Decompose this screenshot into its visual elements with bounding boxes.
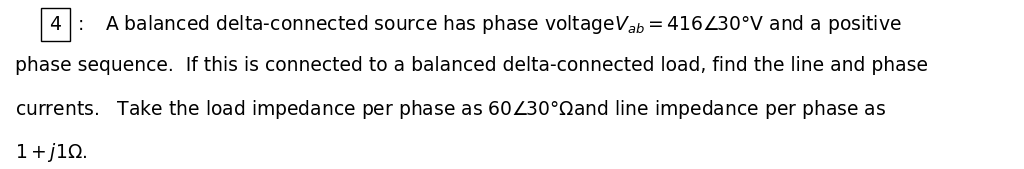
Text: :: : (78, 15, 84, 34)
Bar (41, 8, 70, 41)
Text: $1 + j1\Omega$.: $1 + j1\Omega$. (15, 141, 88, 164)
Text: currents.   Take the load impedance per phase as $60\angle\!30°\Omega$and line i: currents. Take the load impedance per ph… (15, 98, 887, 121)
Text: phase sequence.  If this is connected to a balanced delta-connected load, find t: phase sequence. If this is connected to … (15, 56, 929, 75)
Text: A balanced delta-connected source has phase voltage$V_{ab} = 416\angle\!30°\math: A balanced delta-connected source has ph… (105, 13, 902, 36)
Text: 4: 4 (49, 15, 61, 34)
